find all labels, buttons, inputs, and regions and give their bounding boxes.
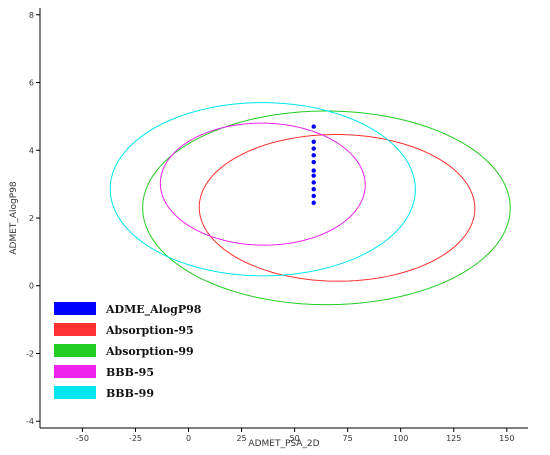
axes-layer — [39, 8, 528, 429]
y-tick-label: 0 — [29, 282, 34, 291]
legend: ADME_AlogP98 Absorption-95 Absorption-99 BB… — [54, 302, 202, 400]
legend-swatch-absorption-99 — [54, 344, 96, 357]
adme-alogp98-point — [311, 193, 316, 199]
absorption-95-ellipse — [198, 133, 476, 282]
y-tick-label: -4 — [26, 417, 34, 426]
ticks-layer: -50 -25 0 25 50 75 100 125 150 -4 -2 0 2 4 6 8 — [26, 11, 514, 443]
adme-alogp98-point — [311, 200, 316, 205]
x-tick-label: 125 — [446, 434, 461, 443]
y-tick-label: 8 — [29, 11, 34, 20]
y-tick-label: -2 — [26, 349, 34, 358]
legend-swatch-bbb-99 — [54, 386, 96, 399]
legend-swatch-adme-alogp98 — [54, 302, 96, 315]
x-tick-label: 0 — [186, 434, 191, 443]
x-tick-label: -25 — [129, 434, 142, 443]
adme-alogp98-point — [311, 146, 316, 151]
x-tick-label: 150 — [499, 434, 514, 443]
adme-alogp98-point — [311, 173, 316, 178]
y-tick-label: 4 — [29, 146, 34, 155]
adme-alogp98-point — [311, 124, 316, 129]
y-axis-title: ADMET_AlogP98 — [9, 181, 19, 255]
adme-alogp98-point — [311, 187, 316, 192]
points-layer — [311, 124, 316, 205]
x-tick-label: 100 — [393, 434, 408, 443]
adme-alogp98-point — [311, 139, 316, 144]
adme-alogp98-point — [311, 159, 316, 165]
legend-label-bbb-95: BBB-95 — [106, 366, 154, 379]
legend-label-bbb-99: BBB-99 — [106, 387, 154, 400]
adme-alogp98-point — [311, 168, 316, 173]
absorption-99-ellipse — [142, 110, 511, 306]
legend-swatch-bbb-95 — [54, 365, 96, 378]
legend-label-adme-alogp98: ADME_AlogP98 — [105, 303, 202, 317]
bbb-95-ellipse — [159, 122, 366, 246]
y-tick-label: 6 — [29, 79, 34, 88]
bbb-99-ellipse — [109, 102, 416, 277]
adme-alogp98-point — [311, 153, 316, 158]
adme-alogp98-point — [311, 180, 316, 185]
legend-label-absorption-95: Absorption-95 — [105, 324, 194, 337]
ellipses-layer — [109, 102, 511, 306]
x-axis-title: ADMET_PSA_2D — [248, 439, 319, 449]
x-tick-label: 50 — [290, 434, 300, 443]
x-tick-label: 75 — [343, 434, 353, 443]
legend-swatch-absorption-95 — [54, 323, 96, 336]
legend-label-absorption-99: Absorption-99 — [105, 345, 194, 358]
x-tick-label: -50 — [76, 434, 89, 443]
y-tick-label: 2 — [29, 214, 34, 223]
x-tick-label: 25 — [236, 434, 246, 443]
